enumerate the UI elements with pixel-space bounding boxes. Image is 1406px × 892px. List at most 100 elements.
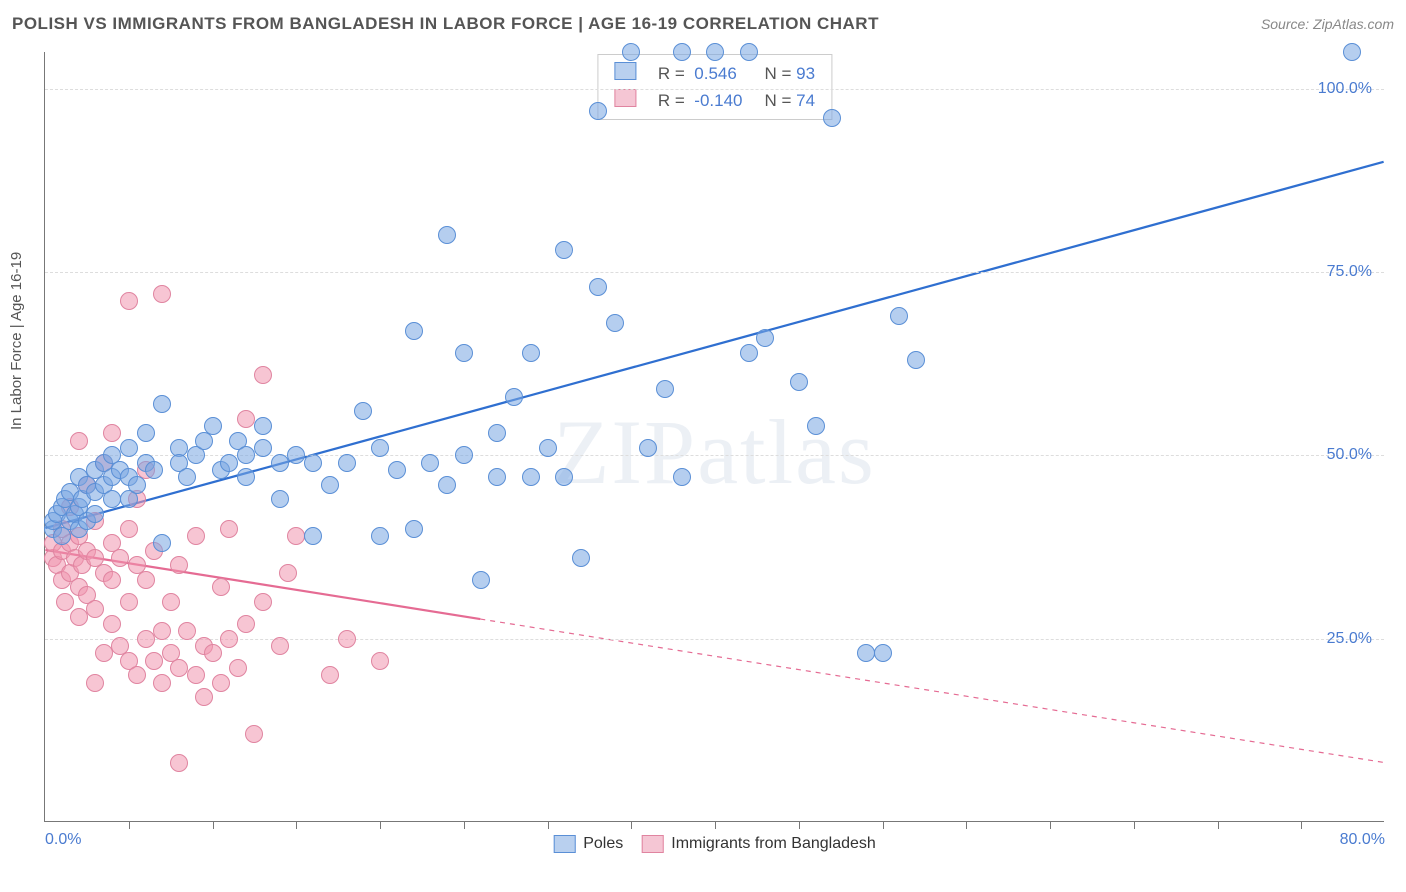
watermark: ZIPatlas <box>553 399 876 505</box>
legend-swatch <box>641 835 663 853</box>
y-tick-label: 25.0% <box>1327 630 1372 648</box>
point-poles <box>137 424 155 442</box>
chart-title: POLISH VS IMMIGRANTS FROM BANGLADESH IN … <box>12 14 879 34</box>
legend-swatch <box>614 89 636 107</box>
point-bangladesh <box>220 630 238 648</box>
legend-series: Poles Immigrants from Bangladesh <box>553 835 876 853</box>
point-bangladesh <box>70 432 88 450</box>
point-poles <box>271 454 289 472</box>
y-tick-label: 100.0% <box>1318 80 1372 98</box>
point-bangladesh <box>103 424 121 442</box>
point-bangladesh <box>195 688 213 706</box>
point-poles <box>589 278 607 296</box>
legend-correlation: R = 0.546 N = 93 R = -0.140 N = 74 <box>597 54 832 120</box>
point-poles <box>120 439 138 457</box>
y-axis-label: In Labor Force | Age 16-19 <box>8 252 25 430</box>
point-poles <box>857 644 875 662</box>
legend-n-value: 93 <box>796 64 815 83</box>
point-poles <box>371 527 389 545</box>
point-poles <box>639 439 657 457</box>
x-tick-label: 80.0% <box>1340 831 1385 849</box>
point-poles <box>823 109 841 127</box>
x-tick <box>715 821 716 829</box>
point-bangladesh <box>137 630 155 648</box>
point-bangladesh <box>321 666 339 684</box>
x-tick <box>1218 821 1219 829</box>
point-bangladesh <box>237 410 255 428</box>
legend-r-value: 0.546 <box>694 64 737 83</box>
point-bangladesh <box>371 652 389 670</box>
point-bangladesh <box>178 622 196 640</box>
point-poles <box>472 571 490 589</box>
point-bangladesh <box>111 549 129 567</box>
point-poles <box>354 402 372 420</box>
point-poles <box>706 43 724 61</box>
point-bangladesh <box>120 593 138 611</box>
point-poles <box>656 380 674 398</box>
legend-r-value: -0.140 <box>694 91 742 110</box>
point-poles <box>455 446 473 464</box>
point-bangladesh <box>153 285 171 303</box>
point-poles <box>890 307 908 325</box>
legend-n-label: N = <box>765 64 792 83</box>
point-poles <box>589 102 607 120</box>
legend-n-label: N = <box>765 91 792 110</box>
legend-label: Poles <box>583 835 623 853</box>
scatter-chart: ZIPatlas R = 0.546 N = 93 R = -0.140 N = 74… <box>44 52 1384 822</box>
y-tick-label: 50.0% <box>1327 446 1372 464</box>
x-tick <box>1134 821 1135 829</box>
point-bangladesh <box>170 754 188 772</box>
point-bangladesh <box>95 644 113 662</box>
point-poles <box>128 476 146 494</box>
legend-swatch <box>553 835 575 853</box>
point-poles <box>555 468 573 486</box>
point-poles <box>505 388 523 406</box>
point-bangladesh <box>271 637 289 655</box>
legend-n-value: 74 <box>796 91 815 110</box>
point-bangladesh <box>86 600 104 618</box>
point-bangladesh <box>70 608 88 626</box>
source-attribution: Source: ZipAtlas.com <box>1261 16 1394 32</box>
point-bangladesh <box>220 520 238 538</box>
point-poles <box>153 534 171 552</box>
legend-r-label: R = <box>658 64 685 83</box>
point-bangladesh <box>245 725 263 743</box>
legend-item: Immigrants from Bangladesh <box>641 835 876 853</box>
point-poles <box>455 344 473 362</box>
x-tick <box>1301 821 1302 829</box>
point-poles <box>421 454 439 472</box>
point-poles <box>807 417 825 435</box>
point-poles <box>522 468 540 486</box>
point-poles <box>145 461 163 479</box>
point-poles <box>271 490 289 508</box>
point-poles <box>405 322 423 340</box>
point-poles <box>405 520 423 538</box>
point-bangladesh <box>287 527 305 545</box>
point-poles <box>488 468 506 486</box>
point-poles <box>86 505 104 523</box>
x-tick <box>464 821 465 829</box>
legend-r-label: R = <box>658 91 685 110</box>
point-poles <box>321 476 339 494</box>
point-poles <box>622 43 640 61</box>
x-tick <box>380 821 381 829</box>
x-tick-label: 0.0% <box>45 831 81 849</box>
point-bangladesh <box>237 615 255 633</box>
point-bangladesh <box>103 615 121 633</box>
header: POLISH VS IMMIGRANTS FROM BANGLADESH IN … <box>12 14 1394 34</box>
point-poles <box>522 344 540 362</box>
x-tick <box>129 821 130 829</box>
point-bangladesh <box>137 571 155 589</box>
point-bangladesh <box>170 556 188 574</box>
point-poles <box>673 43 691 61</box>
point-bangladesh <box>254 366 272 384</box>
point-poles <box>673 468 691 486</box>
point-poles <box>204 417 222 435</box>
point-bangladesh <box>187 666 205 684</box>
point-bangladesh <box>187 527 205 545</box>
point-poles <box>1343 43 1361 61</box>
point-poles <box>874 644 892 662</box>
point-poles <box>304 454 322 472</box>
point-bangladesh <box>145 652 163 670</box>
point-poles <box>287 446 305 464</box>
